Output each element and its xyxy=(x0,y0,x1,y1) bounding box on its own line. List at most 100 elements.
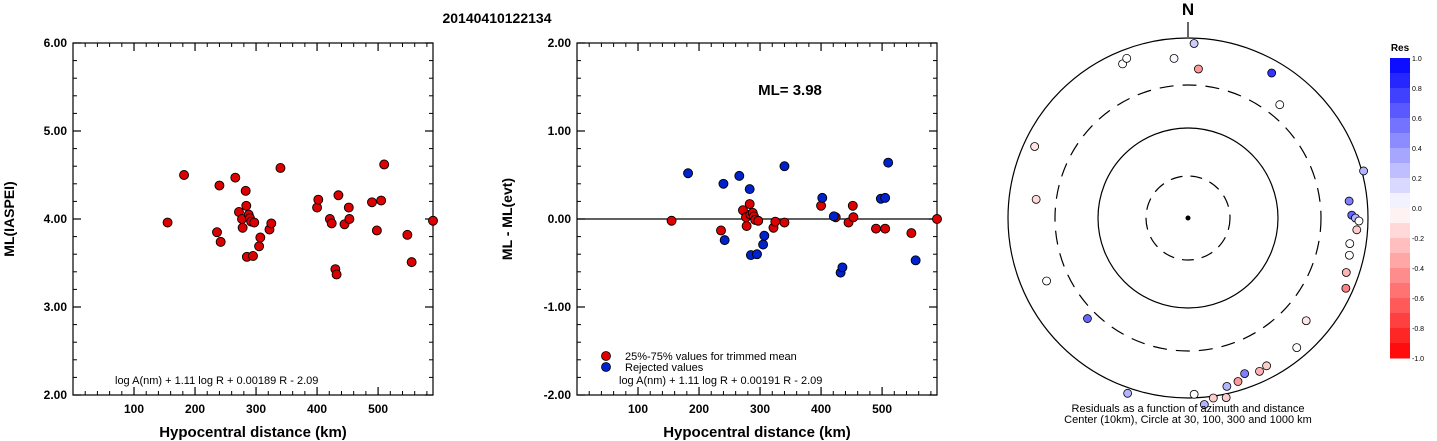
x-tick-label: 500 xyxy=(368,402,388,416)
colorbar-swatch xyxy=(1390,223,1410,239)
station-marker xyxy=(1199,400,1209,409)
figure-title: 20140410122134 xyxy=(442,10,551,26)
data-point xyxy=(734,170,745,181)
polar-caption-line1: Residuals as a function of azimuth and d… xyxy=(1072,403,1305,415)
data-point xyxy=(402,229,413,240)
ring-100km xyxy=(1097,127,1279,309)
colorbar-swatch xyxy=(1390,328,1410,344)
x-tick-label: 300 xyxy=(246,402,266,416)
data-point xyxy=(753,215,764,226)
data-point xyxy=(313,194,324,205)
colorbar-swatch xyxy=(1390,238,1410,254)
data-point xyxy=(817,192,828,203)
north-label: N xyxy=(1182,0,1194,19)
plot2-ylabel: ML - ML(evt) xyxy=(499,178,515,260)
data-point xyxy=(241,200,252,211)
colorbar-swatches xyxy=(1390,58,1410,359)
colorbar-swatch xyxy=(1390,148,1410,164)
data-point xyxy=(847,200,858,211)
y-tick-label: 6.00 xyxy=(44,36,68,50)
data-point xyxy=(333,190,344,201)
polar-caption-line2: Center (10km), Circle at 30, 100, 300 an… xyxy=(1064,414,1312,426)
colorbar-swatch xyxy=(1390,133,1410,149)
data-point xyxy=(212,227,222,238)
colorbar-swatch xyxy=(1390,193,1410,209)
colorbar-swatch xyxy=(1390,178,1410,194)
colorbar-swatch xyxy=(1390,73,1410,89)
data-point xyxy=(848,212,859,223)
station-marker xyxy=(1194,64,1203,74)
station-marker xyxy=(1240,369,1250,379)
colorbar-swatch xyxy=(1390,163,1410,179)
data-point xyxy=(255,232,266,243)
data-point xyxy=(275,163,286,173)
colorbar-ticks: 1.0 0.8 0.6 0.4 0.2 0.0 -0.2 -0.4 -0.6 -0.8 -1.0 xyxy=(1412,56,1424,363)
plot2-formula: log A(nm) + 1.11 log R + 0.00191 R - 2.0… xyxy=(619,375,822,387)
data-point xyxy=(162,217,173,228)
colorbar-tick-label: -1.0 xyxy=(1412,356,1424,363)
data-point xyxy=(343,202,354,213)
station-marker xyxy=(1083,314,1092,323)
data-point xyxy=(254,241,265,252)
data-point xyxy=(779,161,790,172)
station-marker xyxy=(1222,381,1232,391)
y-tick-label: -2.00 xyxy=(544,388,572,402)
station-marker xyxy=(1122,53,1132,63)
colorbar-tick-label: 0.4 xyxy=(1412,146,1422,153)
residual-colorbar: Res 1.0 0.8 0.6 0.4 0.2 0.0 -0.2 -0.4 -0.6 -0.8 -1… xyxy=(1390,43,1424,363)
station-marker xyxy=(1344,250,1354,260)
colorbar-tick-label: 0.2 xyxy=(1412,176,1422,183)
station-marker xyxy=(1123,388,1133,398)
y-tick-label: -1.00 xyxy=(544,300,572,314)
colorbar-tick-label: -0.4 xyxy=(1412,266,1424,273)
data-point xyxy=(230,172,241,183)
data-point xyxy=(752,249,762,260)
legend-label-trimmed: 25%-75% values for trimmed mean xyxy=(625,351,797,363)
station-marker xyxy=(1301,316,1311,326)
x-tick-label: 200 xyxy=(185,402,205,416)
data-point xyxy=(367,197,377,208)
station-marker xyxy=(1189,39,1199,48)
data-point xyxy=(371,225,382,236)
epicenter-dot xyxy=(1185,215,1191,221)
plot2-ticks: 100 200 300 400 500 2.00 1.00 0.00 -1.00 -2.00 xyxy=(544,36,937,416)
station-marker xyxy=(1208,393,1218,403)
x-tick-label: 100 xyxy=(628,402,648,416)
y-tick-label: 2.00 xyxy=(44,388,68,402)
data-point xyxy=(871,223,881,234)
data-point xyxy=(214,180,225,191)
data-point xyxy=(376,195,387,206)
data-point xyxy=(910,255,921,266)
ring-300km xyxy=(1054,84,1322,352)
data-point xyxy=(237,222,248,233)
station-marker xyxy=(1354,216,1364,226)
data-point xyxy=(719,235,730,246)
plot2-legend: 25%-75% values for trimmed mean Rejected… xyxy=(601,351,797,374)
data-point xyxy=(880,192,891,203)
colorbar-swatch xyxy=(1390,118,1410,134)
data-point xyxy=(331,269,342,280)
x-tick-label: 100 xyxy=(124,402,144,416)
station-marker xyxy=(1359,166,1369,176)
y-tick-label: 1.00 xyxy=(548,124,572,138)
x-tick-label: 400 xyxy=(811,402,831,416)
colorbar-tick-label: -0.6 xyxy=(1412,296,1424,303)
data-point xyxy=(266,218,277,229)
data-point xyxy=(906,228,917,239)
colorbar-swatch xyxy=(1390,283,1410,299)
data-point xyxy=(379,159,390,170)
colorbar-swatch xyxy=(1390,253,1410,269)
y-tick-label: 4.00 xyxy=(44,212,68,226)
station-marker xyxy=(1267,68,1277,78)
station-marker xyxy=(1292,343,1302,353)
station-marker xyxy=(1344,196,1354,206)
panel-azimuth-residuals: N Residuals as a function of azimuth and… xyxy=(1007,0,1369,426)
colorbar-swatch xyxy=(1390,343,1410,359)
colorbar-tick-label: 0.6 xyxy=(1412,116,1422,123)
station-marker xyxy=(1221,393,1231,402)
data-point xyxy=(880,223,891,234)
colorbar-tick-label: 0.8 xyxy=(1412,86,1422,93)
data-point xyxy=(758,239,769,250)
legend-marker-trimmed xyxy=(601,351,611,361)
